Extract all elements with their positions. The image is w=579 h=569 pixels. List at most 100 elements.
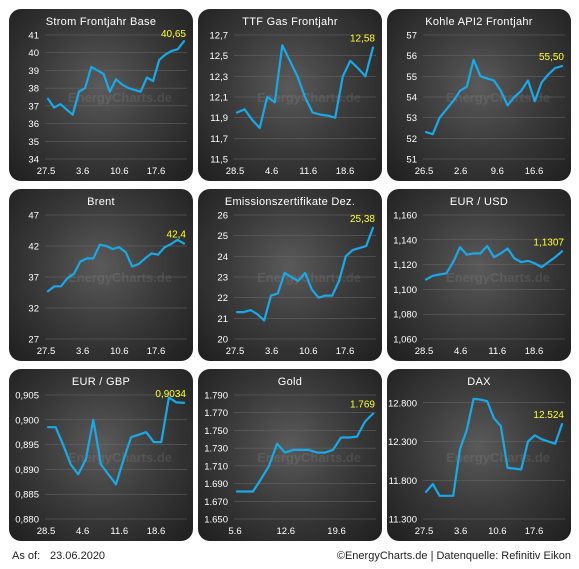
x-tick-label: 11.6 <box>299 166 317 177</box>
as-of-label: As of: <box>12 550 41 562</box>
x-tick-label: 9.6 <box>491 166 504 177</box>
y-tick-label: 55 <box>406 72 417 83</box>
series-line <box>424 244 564 281</box>
x-tick-label: 17.6 <box>147 346 166 357</box>
chart-svg: EnergyCharts.de EUR / USD 1,160 1,140 1,120 1… <box>393 196 565 357</box>
y-tick-label: 11.800 <box>389 476 417 487</box>
chart-panel: EnergyCharts.de Brent 47 42 37 32 27 27.5 3.6 10.… <box>9 189 193 361</box>
y-tick-label: 20 <box>217 335 228 346</box>
x-tick-label: 18.6 <box>336 166 355 177</box>
x-tick-label: 10.6 <box>488 526 507 537</box>
y-tick-label: 52 <box>406 134 417 145</box>
y-tick-label: 1.650 <box>204 515 228 526</box>
series-line <box>235 412 375 493</box>
x-tick-label: 3.6 <box>76 346 89 357</box>
y-tick-label: 47 <box>28 211 39 222</box>
last-value-label: 42,4 <box>167 230 187 241</box>
chart-title: EUR / USD <box>450 196 508 208</box>
last-value-label: 25,38 <box>350 214 375 225</box>
chart-panel: EnergyCharts.de Kohle API2 Frontjahr 57 56 5… <box>387 9 571 181</box>
y-tick-label: 0,880 <box>15 515 39 526</box>
y-tick-label: 1,120 <box>393 260 417 271</box>
chart-grid: EnergyCharts.de Strom Frontjahr Base 41 40 3… <box>9 9 571 541</box>
y-tick-label: 42 <box>28 242 39 253</box>
chart-svg: EnergyCharts.de DAX 12.800 12.300 11.800 11.3… <box>388 376 565 537</box>
y-tick-label: 51 <box>406 155 417 166</box>
y-tick-label: 37 <box>28 101 39 112</box>
x-tick-label: 16.6 <box>525 166 544 177</box>
x-tick-label: 17.6 <box>336 346 355 357</box>
y-tick-label: 27 <box>28 335 39 346</box>
chart-svg: EnergyCharts.de Kohle API2 Frontjahr 57 56 5… <box>406 16 565 177</box>
y-tick-label: 12,3 <box>210 72 229 83</box>
y-tick-label: 1.730 <box>204 444 228 455</box>
y-tick-label: 41 <box>28 31 39 42</box>
x-tick-label: 11.6 <box>110 526 128 537</box>
series-line <box>424 397 564 497</box>
x-tick-label: 3.6 <box>454 526 467 537</box>
chart-svg: EnergyCharts.de TTF Gas Frontjahr 12,7 12,5… <box>210 16 376 177</box>
chart-svg: EnergyCharts.de EUR / GBP 0,905 0,900 0,895 0… <box>15 376 187 537</box>
last-value-label: 1.769 <box>350 400 375 411</box>
y-tick-label: 1,060 <box>393 335 417 346</box>
x-tick-label: 28.5 <box>37 526 56 537</box>
x-tick-label: 27.5 <box>226 346 245 357</box>
last-value-label: 55,50 <box>539 52 564 63</box>
y-tick-label: 22 <box>217 293 228 304</box>
series-line <box>424 58 564 136</box>
chart-panel: EnergyCharts.de TTF Gas Frontjahr 12,7 12,5… <box>198 9 382 181</box>
x-tick-label: 26.5 <box>415 166 434 177</box>
y-tick-label: 12.300 <box>388 437 417 448</box>
chart-title: Strom Frontjahr Base <box>46 16 157 28</box>
watermark: EnergyCharts.de <box>446 270 550 285</box>
y-tick-label: 11,5 <box>210 155 228 166</box>
chart-panel: EnergyCharts.de Emissionszertifikate Dez.… <box>198 189 382 361</box>
series-line <box>235 44 375 130</box>
x-tick-label: 27.5 <box>415 526 434 537</box>
x-tick-label: 10.6 <box>110 166 129 177</box>
last-value-label: 12.524 <box>533 410 564 421</box>
series-line <box>46 396 186 486</box>
chart-title: TTF Gas Frontjahr <box>242 16 338 28</box>
watermark: EnergyCharts.de <box>68 270 172 285</box>
y-tick-label: 1.690 <box>204 479 228 490</box>
x-tick-label: 17.6 <box>525 526 544 537</box>
x-tick-label: 2.6 <box>454 166 467 177</box>
y-tick-label: 1.710 <box>204 461 228 472</box>
last-value-label: 0,9034 <box>155 389 186 400</box>
y-tick-label: 12,5 <box>210 51 229 62</box>
y-tick-label: 24 <box>217 252 228 263</box>
chart-title: Gold <box>278 376 302 388</box>
series-line <box>46 40 186 116</box>
chart-panel: EnergyCharts.de Strom Frontjahr Base 41 40 3… <box>9 9 193 181</box>
x-tick-label: 4.6 <box>454 346 467 357</box>
y-tick-label: 25 <box>217 231 228 242</box>
watermark: EnergyCharts.de <box>68 450 172 465</box>
y-tick-label: 57 <box>406 31 417 42</box>
y-tick-label: 12.800 <box>388 398 417 409</box>
chart-svg: EnergyCharts.de Strom Frontjahr Base 41 40 3… <box>28 16 187 177</box>
x-tick-label: 28.5 <box>415 346 434 357</box>
y-tick-label: 11,9 <box>210 113 228 124</box>
x-tick-label: 10.6 <box>299 346 318 357</box>
last-value-label: 40,65 <box>161 29 186 40</box>
y-tick-label: 1.670 <box>204 497 228 508</box>
y-tick-label: 0,885 <box>15 490 39 501</box>
chart-title: Brent <box>87 196 115 208</box>
x-tick-label: 11.6 <box>488 346 506 357</box>
x-tick-label: 27.5 <box>37 346 56 357</box>
y-tick-label: 1,160 <box>393 211 417 222</box>
y-tick-label: 56 <box>406 51 417 62</box>
watermark: EnergyCharts.de <box>446 90 550 105</box>
y-tick-label: 11,7 <box>210 134 228 145</box>
chart-panel: EnergyCharts.de Gold 1.790 1.770 1.750 1.730 1… <box>198 369 382 541</box>
last-value-label: 12,58 <box>350 33 375 44</box>
watermark: EnergyCharts.de <box>446 450 550 465</box>
y-tick-label: 1.790 <box>204 391 228 402</box>
y-tick-label: 1,140 <box>393 235 417 246</box>
x-tick-label: 3.6 <box>76 166 89 177</box>
footer: As of: 23.06.2020 ©EnergyCharts.de | Dat… <box>0 550 579 568</box>
y-tick-label: 23 <box>217 273 228 284</box>
x-tick-label: 4.6 <box>76 526 89 537</box>
